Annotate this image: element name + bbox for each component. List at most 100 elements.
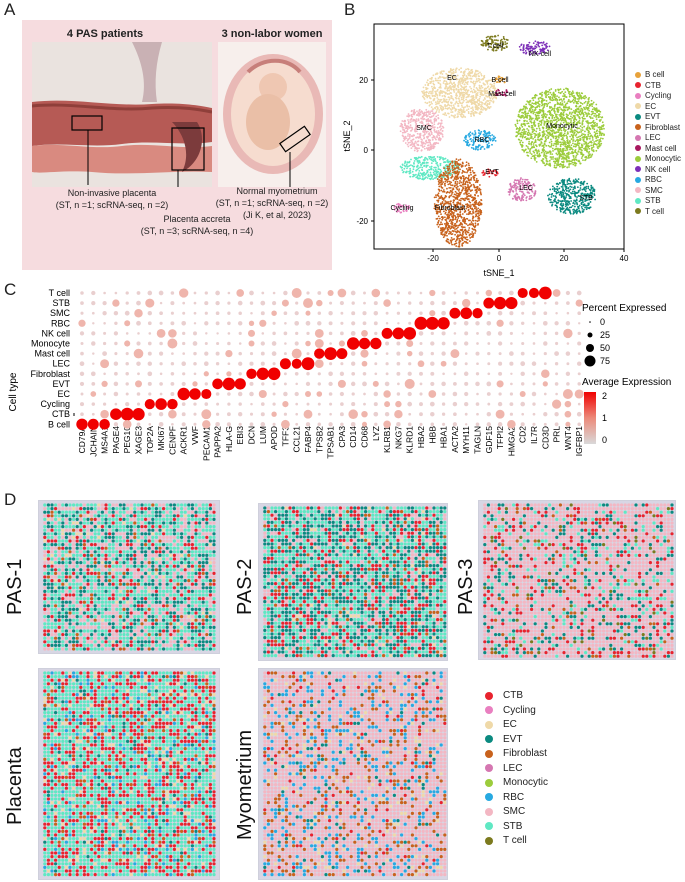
tsne-point: [428, 168, 431, 171]
tsne-point: [491, 35, 494, 38]
tsne-point: [475, 78, 478, 80]
tsne-point: [459, 113, 462, 116]
tsne-point: [564, 186, 567, 189]
tsne-point: [592, 101, 595, 104]
tsne-point: [523, 120, 526, 123]
tsne-point: [585, 96, 588, 99]
tsne-point: [561, 200, 564, 203]
tsne-point: [493, 39, 496, 41]
tsne-point: [432, 114, 435, 117]
tsne-point: [455, 245, 458, 247]
tsne-point: [562, 126, 565, 129]
tsne-point: [562, 95, 564, 98]
tsne-point: [437, 222, 440, 224]
tsne-point: [428, 155, 430, 158]
tsne-point: [560, 129, 563, 132]
tsne-point: [478, 129, 481, 132]
tsne-point: [562, 188, 565, 191]
tsne-point: [498, 75, 501, 78]
tsne-point: [431, 175, 434, 177]
tsne-point: [571, 116, 574, 119]
tsne-point: [439, 129, 442, 131]
tsne-point: [584, 156, 587, 159]
tsne-point: [583, 208, 585, 211]
tsne-point: [567, 127, 570, 130]
tsne-point: [529, 45, 531, 48]
tsne-point: [529, 47, 532, 50]
tsne-point: [454, 114, 456, 117]
tsne-point: [438, 176, 441, 178]
tsne-point: [574, 148, 577, 151]
tsne-point: [466, 195, 469, 198]
tsne-point: [430, 131, 433, 134]
tsne-point: [460, 236, 463, 239]
tsne-point: [562, 141, 564, 144]
tsne-point: [544, 91, 547, 93]
tsne-point: [571, 161, 574, 164]
tsne-point: [483, 74, 486, 77]
tsne-point: [440, 177, 442, 180]
tsne-point: [493, 82, 496, 85]
tsne-point: [568, 177, 571, 180]
tsne-point: [532, 121, 535, 124]
tsne-point: [568, 95, 571, 98]
tsne-point: [532, 143, 535, 145]
tsne-point: [423, 174, 426, 177]
tsne-point: [470, 177, 473, 179]
tsne-point: [434, 160, 437, 163]
tsne-point: [557, 149, 560, 152]
tsne-point: [452, 86, 455, 88]
tsne-point: [520, 114, 523, 117]
tsne-point: [415, 142, 418, 144]
tsne-point: [444, 226, 447, 229]
tsne-point: [546, 134, 548, 137]
tsne-point: [587, 122, 590, 125]
tsne-point: [453, 243, 456, 246]
tsne-point: [405, 137, 408, 140]
tsne-point: [527, 154, 530, 157]
tsne-point: [578, 96, 581, 99]
tsne-point: [537, 97, 540, 100]
tsne-point: [520, 116, 522, 119]
tsne-point: [477, 195, 479, 197]
tsne-point: [407, 113, 410, 115]
tsne-point: [541, 49, 543, 52]
tsne-point: [574, 205, 576, 208]
tsne-point: [400, 166, 403, 169]
tsne-point: [564, 125, 567, 127]
tsne-point: [572, 180, 575, 183]
tsne-point: [531, 105, 534, 107]
tsne-point: [452, 179, 455, 182]
tsne-point: [515, 135, 517, 138]
tsne-point: [595, 140, 597, 142]
tsne-point: [576, 136, 578, 139]
tsne-point: [471, 91, 474, 94]
tsne-point: [429, 171, 432, 174]
tsne-point: [451, 111, 454, 113]
tsne-point: [581, 103, 584, 105]
tsne-point: [471, 106, 474, 109]
tsne-point: [564, 119, 567, 122]
tsne-point: [562, 88, 565, 91]
tsne-point: [545, 129, 548, 132]
tsne-point: [525, 130, 527, 133]
tsne-point: [449, 80, 452, 82]
tsne-point: [516, 193, 519, 196]
tsne-point: [471, 166, 473, 169]
tsne-point: [541, 119, 544, 121]
tsne-point: [569, 180, 572, 183]
tsne-point: [576, 142, 579, 145]
tsne-point: [505, 45, 508, 48]
tsne-point: [447, 183, 450, 186]
tsne-point: [543, 104, 546, 106]
tsne-point: [419, 134, 422, 137]
tsne-point: [433, 119, 436, 122]
tsne-point: [591, 105, 594, 108]
tsne-point: [451, 108, 454, 110]
tsne-point: [460, 70, 463, 73]
tsne-point: [488, 107, 491, 110]
tsne-point: [444, 82, 447, 85]
tsne-point: [477, 146, 479, 149]
tsne-point: [597, 114, 600, 117]
tsne-point: [461, 81, 464, 83]
